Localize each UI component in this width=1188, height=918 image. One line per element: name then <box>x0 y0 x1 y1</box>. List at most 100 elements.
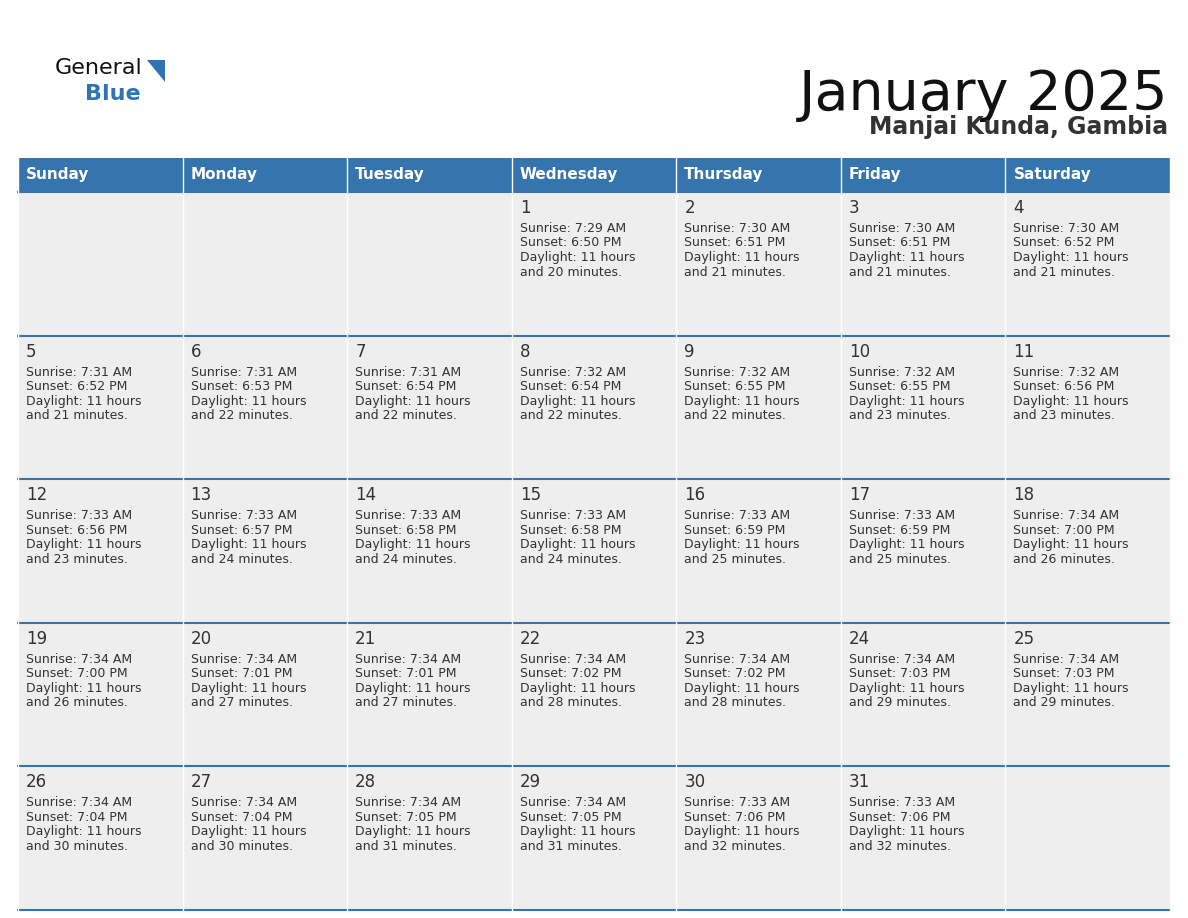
Text: 1: 1 <box>519 199 530 217</box>
Text: Sunset: 6:53 PM: Sunset: 6:53 PM <box>190 380 292 393</box>
Text: and 27 minutes.: and 27 minutes. <box>355 696 457 710</box>
Text: 6: 6 <box>190 342 201 361</box>
Bar <box>512 158 676 192</box>
Text: Sunrise: 7:33 AM: Sunrise: 7:33 AM <box>684 509 790 522</box>
Bar <box>18 767 183 910</box>
Text: and 23 minutes.: and 23 minutes. <box>849 409 950 422</box>
Text: Sunrise: 7:34 AM: Sunrise: 7:34 AM <box>1013 509 1119 522</box>
Text: Sunset: 6:54 PM: Sunset: 6:54 PM <box>355 380 456 393</box>
Text: and 25 minutes.: and 25 minutes. <box>849 553 950 565</box>
Text: and 30 minutes.: and 30 minutes. <box>26 840 128 853</box>
Text: 26: 26 <box>26 773 48 791</box>
Text: Sunrise: 7:33 AM: Sunrise: 7:33 AM <box>849 509 955 522</box>
Text: Sunrise: 7:32 AM: Sunrise: 7:32 AM <box>684 365 790 378</box>
Text: and 29 minutes.: and 29 minutes. <box>1013 696 1116 710</box>
Text: Daylight: 11 hours: Daylight: 11 hours <box>1013 395 1129 408</box>
Text: Sunrise: 7:31 AM: Sunrise: 7:31 AM <box>26 365 132 378</box>
Text: Sunday: Sunday <box>26 167 89 183</box>
Text: 15: 15 <box>519 487 541 504</box>
Text: Daylight: 11 hours: Daylight: 11 hours <box>849 825 965 838</box>
Text: and 21 minutes.: and 21 minutes. <box>26 409 128 422</box>
Text: Sunrise: 7:31 AM: Sunrise: 7:31 AM <box>190 365 297 378</box>
Text: Daylight: 11 hours: Daylight: 11 hours <box>519 825 636 838</box>
Text: 8: 8 <box>519 342 530 361</box>
Text: Sunrise: 7:30 AM: Sunrise: 7:30 AM <box>849 222 955 235</box>
Text: and 30 minutes.: and 30 minutes. <box>190 840 292 853</box>
Text: and 31 minutes.: and 31 minutes. <box>519 840 621 853</box>
Text: Sunset: 6:57 PM: Sunset: 6:57 PM <box>190 523 292 537</box>
Bar <box>841 767 1005 910</box>
Text: and 26 minutes.: and 26 minutes. <box>26 696 128 710</box>
Text: Daylight: 11 hours: Daylight: 11 hours <box>519 251 636 264</box>
Text: Sunset: 6:55 PM: Sunset: 6:55 PM <box>684 380 785 393</box>
Text: and 26 minutes.: and 26 minutes. <box>1013 553 1116 565</box>
Bar <box>18 479 183 622</box>
Text: Tuesday: Tuesday <box>355 167 425 183</box>
Text: Daylight: 11 hours: Daylight: 11 hours <box>849 251 965 264</box>
Text: Sunset: 7:05 PM: Sunset: 7:05 PM <box>519 811 621 823</box>
Text: Saturday: Saturday <box>1013 167 1092 183</box>
Text: Sunset: 7:00 PM: Sunset: 7:00 PM <box>1013 523 1116 537</box>
Text: Sunrise: 7:32 AM: Sunrise: 7:32 AM <box>849 365 955 378</box>
Text: Daylight: 11 hours: Daylight: 11 hours <box>190 395 307 408</box>
Text: Sunset: 7:02 PM: Sunset: 7:02 PM <box>684 667 785 680</box>
Text: Daylight: 11 hours: Daylight: 11 hours <box>849 682 965 695</box>
Text: Sunset: 6:50 PM: Sunset: 6:50 PM <box>519 237 621 250</box>
Text: Sunset: 6:59 PM: Sunset: 6:59 PM <box>849 523 950 537</box>
Text: Blue: Blue <box>86 84 140 104</box>
Text: Sunset: 7:04 PM: Sunset: 7:04 PM <box>190 811 292 823</box>
Text: 11: 11 <box>1013 342 1035 361</box>
Text: Sunrise: 7:34 AM: Sunrise: 7:34 AM <box>849 653 955 666</box>
Bar <box>347 479 512 622</box>
Bar <box>347 158 512 192</box>
Text: Sunrise: 7:34 AM: Sunrise: 7:34 AM <box>26 797 132 810</box>
Text: 19: 19 <box>26 630 48 648</box>
Text: Daylight: 11 hours: Daylight: 11 hours <box>519 395 636 408</box>
Bar <box>841 158 1005 192</box>
Text: 20: 20 <box>190 630 211 648</box>
Bar <box>1005 767 1170 910</box>
Text: 29: 29 <box>519 773 541 791</box>
Text: and 27 minutes.: and 27 minutes. <box>190 696 292 710</box>
Text: Manjai Kunda, Gambia: Manjai Kunda, Gambia <box>868 115 1168 139</box>
Text: Sunrise: 7:34 AM: Sunrise: 7:34 AM <box>1013 653 1119 666</box>
Bar <box>1005 158 1170 192</box>
Bar <box>183 479 347 622</box>
Text: Sunset: 6:58 PM: Sunset: 6:58 PM <box>519 523 621 537</box>
Text: and 31 minutes.: and 31 minutes. <box>355 840 457 853</box>
Polygon shape <box>147 60 165 82</box>
Text: Sunset: 7:03 PM: Sunset: 7:03 PM <box>849 667 950 680</box>
Text: Daylight: 11 hours: Daylight: 11 hours <box>26 682 141 695</box>
Text: Sunrise: 7:32 AM: Sunrise: 7:32 AM <box>1013 365 1119 378</box>
Text: January 2025: January 2025 <box>798 68 1168 122</box>
Text: 2: 2 <box>684 199 695 217</box>
Bar <box>1005 479 1170 622</box>
Text: and 29 minutes.: and 29 minutes. <box>849 696 950 710</box>
Bar <box>512 192 676 336</box>
Text: Sunrise: 7:34 AM: Sunrise: 7:34 AM <box>26 653 132 666</box>
Bar <box>1005 336 1170 479</box>
Text: Sunrise: 7:33 AM: Sunrise: 7:33 AM <box>519 509 626 522</box>
Text: 23: 23 <box>684 630 706 648</box>
Text: Sunset: 7:06 PM: Sunset: 7:06 PM <box>684 811 785 823</box>
Bar <box>183 158 347 192</box>
Text: 14: 14 <box>355 487 377 504</box>
Text: Sunset: 6:58 PM: Sunset: 6:58 PM <box>355 523 456 537</box>
Text: 9: 9 <box>684 342 695 361</box>
Text: Daylight: 11 hours: Daylight: 11 hours <box>1013 682 1129 695</box>
Bar <box>676 622 841 767</box>
Text: Sunset: 6:55 PM: Sunset: 6:55 PM <box>849 380 950 393</box>
Text: 27: 27 <box>190 773 211 791</box>
Text: Monday: Monday <box>190 167 258 183</box>
Bar <box>512 479 676 622</box>
Text: 13: 13 <box>190 487 211 504</box>
Text: and 22 minutes.: and 22 minutes. <box>355 409 457 422</box>
Text: Sunrise: 7:30 AM: Sunrise: 7:30 AM <box>1013 222 1119 235</box>
Text: and 28 minutes.: and 28 minutes. <box>519 696 621 710</box>
Text: Sunrise: 7:33 AM: Sunrise: 7:33 AM <box>684 797 790 810</box>
Text: 21: 21 <box>355 630 377 648</box>
Text: Daylight: 11 hours: Daylight: 11 hours <box>684 395 800 408</box>
Text: Daylight: 11 hours: Daylight: 11 hours <box>849 395 965 408</box>
Text: Daylight: 11 hours: Daylight: 11 hours <box>355 825 470 838</box>
Text: Sunset: 6:52 PM: Sunset: 6:52 PM <box>26 380 127 393</box>
